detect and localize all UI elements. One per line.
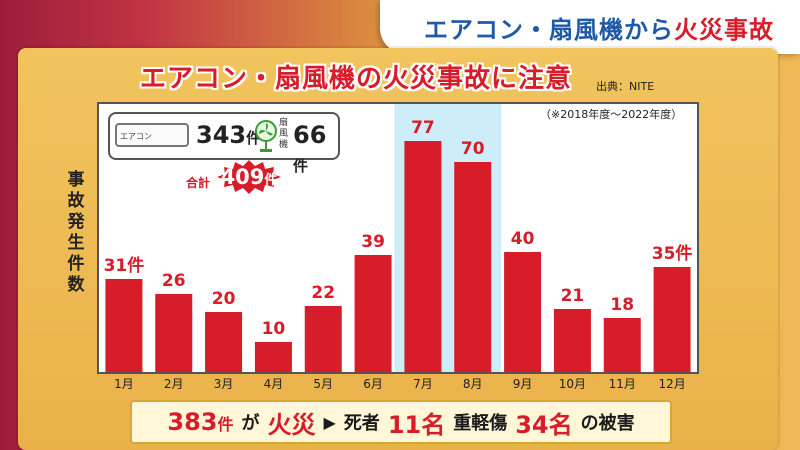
value-label: 77 [411,118,435,138]
bar-12月 [653,267,691,372]
x-tick-label: 12月 [658,377,685,391]
source-label: 出典：NITE [596,80,655,93]
total-badge: 409件 [217,160,281,194]
fire-count: 383件 [167,408,233,436]
value-label: 70 [461,139,485,159]
fire-count-value: 383 [167,408,218,436]
value-label: 10 [262,319,286,339]
total-label: 合計 [186,176,211,190]
x-tick-label: 1月 [114,377,134,391]
value-label: 39 [361,232,385,252]
bar-7月 [404,141,442,372]
ac-count-value: 343 [196,121,247,149]
bar-5月 [304,306,342,372]
x-tick-label: 4月 [264,377,284,391]
ac-icon-label: エアコン [120,132,152,141]
bar-11月 [603,318,641,372]
x-tick-label: 2月 [164,377,184,391]
x-tick-label: 11月 [609,377,636,391]
injury-label: 重軽傷 [453,413,508,434]
y-axis-label: 事故発生件数 [67,170,85,295]
bar-8月 [454,162,492,372]
x-tick-label: 10月 [559,377,586,391]
injury-count: 34名 [515,410,573,439]
x-tick-label: 5月 [313,377,333,391]
bar-10月 [553,309,591,372]
fan-count-unit: 件 [293,157,309,175]
chart-title: エアコン・扇風機の火災事故に注意 [140,64,573,94]
value-label: 22 [311,283,335,303]
legend-box: エアコン 343件 扇風機 66 件 [108,112,340,175]
fan-count: 66 件 [293,121,338,177]
bar-3月 [205,312,243,372]
burst-badge-icon [217,160,281,194]
x-tick-label: 7月 [413,377,433,391]
value-label: 35件 [652,243,693,264]
header-caption: エアコン・扇風機から 火災事故 [380,0,800,54]
value-label: 20 [212,289,236,309]
summary-bar: 383件 が 火災 ▶ 死者 11名 重軽傷 34名 の被害 [130,400,672,444]
value-label: 31件 [104,255,145,276]
header-highlight: 火災事故 [674,15,774,44]
fire-text-2: 火災 [267,410,316,439]
total-count-value: 409 [220,165,265,189]
value-label: 40 [511,229,535,249]
bar-1月 [105,279,143,372]
total-count-unit: 件 [264,173,278,188]
ac-count: 343件 [196,121,261,149]
x-tick-label: 6月 [363,377,383,391]
value-label: 18 [610,295,634,315]
bar-9月 [504,252,542,372]
arrow-icon: ▶ [323,412,336,432]
x-tick-label: 8月 [463,377,483,391]
damage-text: の被害 [580,413,635,434]
bar-2月 [155,294,193,372]
death-label: 死者 [343,413,380,434]
death-count: 11名 [387,410,446,439]
fire-text-1: が [241,413,260,434]
header-prefix: エアコン・扇風機から [424,15,674,44]
value-label: 26 [162,271,186,291]
period-note: （※2018年度〜2022年度） [540,108,683,121]
air-conditioner-icon: エアコン [115,123,189,147]
value-label: 21 [561,286,585,306]
fire-count-unit: 件 [217,415,234,434]
x-tick-label: 3月 [214,377,234,391]
fan-label: 扇風機 [279,118,289,150]
bar-6月 [354,255,392,372]
bar-4月 [254,342,292,372]
fan-count-value: 66 [293,121,327,149]
electric-fan-icon [255,120,277,152]
x-tick-label: 9月 [513,377,533,391]
